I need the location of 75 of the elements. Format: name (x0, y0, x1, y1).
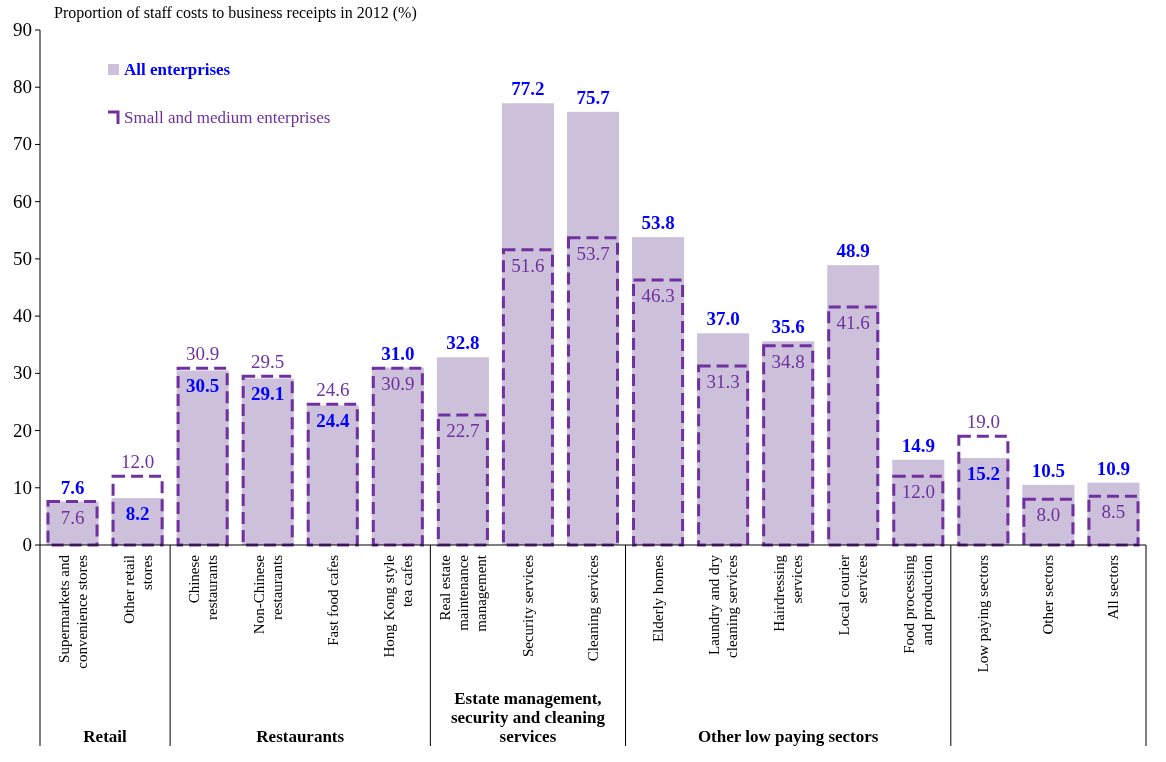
bar (436, 413, 489, 547)
text: Estate management, security and cleaning services (450, 689, 606, 746)
data-label: 22.7 (446, 420, 480, 442)
legend-label: All enterprises (124, 60, 231, 79)
bar (1087, 494, 1140, 547)
x-tick-label: Elderly homes (650, 554, 667, 643)
data-label: 48.9 (836, 240, 870, 262)
data-label: 7.6 (60, 476, 85, 498)
data-label: 34.8 (771, 350, 805, 372)
bar (501, 103, 554, 545)
data-label: 29.5 (251, 351, 285, 373)
y-tick-label: 40 (13, 305, 32, 327)
data-label: 75.7 (576, 86, 611, 108)
data-label: 10.5 (1031, 459, 1066, 481)
data-label: 19.0 (966, 411, 1000, 433)
y-tick-label: 0 (22, 534, 32, 555)
data-label: 8.5 (1101, 501, 1126, 523)
data-label: 14.9 (901, 434, 935, 456)
x-tick-label: Security services (519, 554, 536, 658)
data-label: 8.0 (1036, 504, 1061, 526)
bar (1022, 497, 1075, 547)
x-tick-label: Laundry and dry cleaning services (706, 554, 741, 658)
y-tick-label: 60 (13, 190, 32, 212)
bar (566, 236, 620, 547)
data-label: 46.3 (641, 285, 675, 307)
bar (697, 364, 750, 547)
data-label: 41.6 (836, 311, 870, 333)
bar (566, 111, 620, 545)
data-label: 35.6 (771, 316, 805, 338)
x-tick-label: All sectors (1105, 554, 1122, 620)
data-label: 29.1 (251, 383, 285, 405)
legend-label: Small and medium enterprises (124, 108, 331, 127)
y-tick-label: 10 (13, 476, 32, 498)
data-label: 30.9 (186, 343, 220, 365)
data-label: 24.4 (316, 410, 350, 432)
bar (436, 357, 489, 545)
data-label: 77.2 (511, 78, 545, 100)
data-label: 8.2 (125, 503, 150, 525)
data-label: 53.7 (576, 242, 610, 264)
text: Retail (83, 727, 128, 746)
data-label: 10.9 (1096, 457, 1131, 479)
data-label: 32.8 (446, 332, 480, 354)
data-label: 12.0 (120, 451, 155, 473)
bar (501, 248, 554, 547)
x-tick-label: Other retail stores (120, 554, 155, 624)
bar (697, 333, 750, 545)
x-tick-label: Cleaning services (585, 554, 601, 662)
data-label: 15.2 (966, 463, 1000, 485)
x-tick-label: Supermarkets and convenience stores (55, 554, 90, 669)
bar (957, 434, 1010, 547)
y-tick-label: 80 (13, 76, 32, 98)
data-label: 12.0 (901, 481, 935, 503)
text: Restaurants (256, 727, 345, 746)
y-tick-label: 30 (13, 362, 32, 384)
y-tick-label: 20 (13, 419, 32, 441)
x-tick-label: Low paying sectors (975, 554, 992, 673)
y-tick-label: 90 (13, 19, 32, 40)
data-label: 51.6 (511, 254, 545, 276)
x-tick-label: Hong Kong style tea cafes (380, 554, 415, 658)
data-label: 31.3 (706, 370, 740, 392)
bar (111, 474, 164, 547)
y-tick-label: 50 (13, 247, 32, 269)
data-label: 30.5 (186, 375, 220, 397)
y-axis-title: Proportion of staff costs to business receipts in 2012 (%) (54, 4, 417, 22)
data-label: 37.0 (706, 308, 740, 330)
data-label: 7.6 (60, 506, 85, 528)
data-label: 30.9 (381, 373, 415, 395)
bar (892, 474, 945, 547)
text: Other low paying sectors (697, 727, 879, 746)
data-label: 53.8 (641, 212, 675, 234)
data-label: 24.6 (316, 379, 350, 401)
x-tick-label: Other sectors (1040, 554, 1057, 635)
y-tick-label: 70 (13, 133, 32, 155)
x-tick-label: Fast food cafes (324, 554, 341, 646)
data-label: 31.0 (381, 342, 415, 364)
